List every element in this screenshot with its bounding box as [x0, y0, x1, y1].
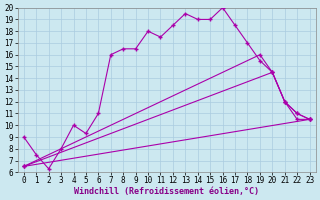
X-axis label: Windchill (Refroidissement éolien,°C): Windchill (Refroidissement éolien,°C): [74, 187, 259, 196]
